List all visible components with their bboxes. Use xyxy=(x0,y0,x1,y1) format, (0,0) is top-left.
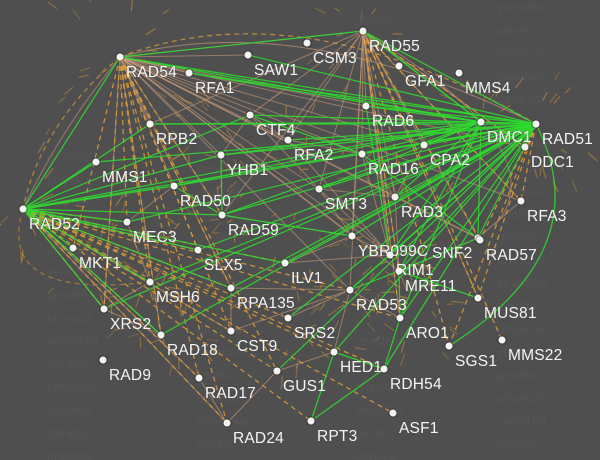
svg-text:yeastNet: yeastNet xyxy=(497,0,546,14)
svg-text:genetic: genetic xyxy=(497,229,541,244)
svg-text:physical: physical xyxy=(47,449,92,460)
svg-text:genetic: genetic xyxy=(47,288,86,302)
svg-text:physical: physical xyxy=(497,322,543,336)
svg-text:genetic: genetic xyxy=(497,367,540,382)
svg-text:genetic: genetic xyxy=(47,425,91,441)
svg-text:yeastNet: yeastNet xyxy=(47,404,94,418)
svg-text:physical: physical xyxy=(355,449,398,460)
svg-text:physical: physical xyxy=(47,379,96,394)
svg-text:genetic: genetic xyxy=(197,437,235,451)
svg-text:physical: physical xyxy=(47,311,93,325)
svg-text:genetic: genetic xyxy=(47,356,91,372)
svg-text:genetic: genetic xyxy=(497,23,535,37)
svg-text:yeastNet: yeastNet xyxy=(355,0,404,3)
svg-text:yeastNet: yeastNet xyxy=(497,413,547,428)
svg-text:yeastNet: yeastNet xyxy=(47,333,100,348)
svg-text:physical: physical xyxy=(497,391,543,405)
svg-text:physical: physical xyxy=(497,45,543,60)
svg-text:genetic: genetic xyxy=(497,436,536,451)
svg-text:physical: physical xyxy=(47,172,96,188)
svg-text:genetic: genetic xyxy=(355,426,394,440)
